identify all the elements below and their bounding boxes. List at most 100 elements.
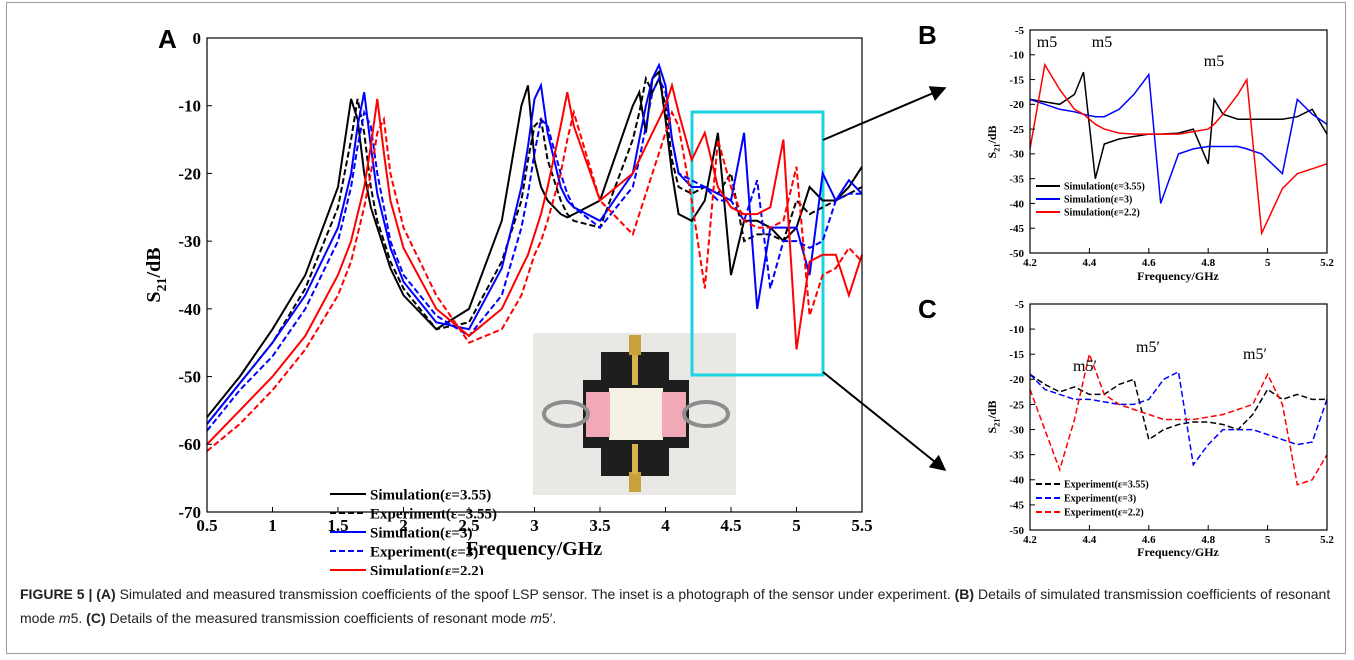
caption-text: Details of the measured transmission coe… [105, 610, 531, 626]
legend-label: Simulation(ε=3) [370, 525, 472, 541]
x-tick-label: 5 [1265, 257, 1271, 269]
series-line [1029, 71, 1328, 179]
x-tick-label: 4.8 [1201, 534, 1215, 546]
x-tick-label: 1 [268, 516, 277, 535]
x-tick-label: 4.4 [1083, 534, 1097, 546]
x-tick-label: 4 [661, 516, 670, 535]
y-tick-label: -50 [1009, 248, 1024, 260]
chart: 0.5 1 1.5 2 2.5 3 3.5 4 4.5 5 5.5-70-60-50-40-30-2… [143, 20, 1334, 575]
legend-label: Simulation(ε=2.2) [1064, 208, 1140, 219]
plot-frame [1029, 29, 1328, 254]
caption-text: m [58, 610, 71, 626]
x-tick-label: 5 [1265, 534, 1271, 546]
x-tick-label: 5.5 [851, 516, 872, 535]
legend-label: Experiment(ε=3.55) [1064, 480, 1149, 491]
y-tick-label: -15 [1009, 349, 1024, 361]
y-tick-label: -45 [1009, 223, 1024, 235]
y-axis-label: S21/dB [143, 247, 170, 302]
y-tick-label: -20 [1009, 99, 1024, 111]
y-tick-label: -25 [1009, 399, 1024, 411]
annotation: m5 [1204, 53, 1224, 70]
legend-label: Simulation(ε=3.55) [370, 487, 491, 503]
x-tick-label: 4.6 [1142, 534, 1156, 546]
inset-photo [533, 333, 736, 495]
y-axis-label: S21/dB [985, 125, 1002, 158]
y-tick-label: -40 [1009, 475, 1024, 487]
x-tick-label: 5.2 [1320, 534, 1334, 546]
caption-text: Simulated and measured transmission coef… [115, 586, 955, 602]
y-axis-label: S21/dB [985, 400, 1002, 433]
series-line [206, 108, 863, 452]
figure-frame [6, 2, 1346, 654]
legend-label: Simulation(ε=2.2) [370, 563, 484, 575]
x-tick-label: 0.5 [196, 516, 217, 535]
y-tick-label: -40 [1009, 198, 1024, 210]
y-axis-label-part: /dB [143, 247, 165, 278]
y-tick-label: -70 [178, 503, 201, 522]
annotation: m5 [1092, 34, 1112, 51]
series-line [206, 76, 862, 432]
legend-label: Simulation(ε=3.55) [1064, 182, 1145, 193]
y-axis-label-part: S [143, 291, 165, 302]
y-tick-label: -30 [1009, 149, 1024, 161]
panel-label: C [918, 294, 937, 324]
x-tick-label: 5.2 [1320, 257, 1334, 269]
y-axis-label-part: 21 [155, 277, 170, 291]
caption-text: 5. [70, 610, 87, 626]
y-tick-label: -5 [1015, 299, 1025, 311]
caption-text: (C) [86, 610, 106, 626]
x-tick-label: 1.5 [327, 516, 348, 535]
y-tick-label: -35 [1009, 450, 1024, 462]
x-tick-label: 2.5 [458, 516, 479, 535]
series-line [1029, 351, 1328, 486]
annotation: m5′ [1243, 346, 1267, 363]
legend-label: Experiment(ε=2.2) [1064, 508, 1144, 519]
x-tick-label: 4.2 [1023, 257, 1037, 269]
x-tick-label: 3.5 [589, 516, 610, 535]
y-tick-label: -35 [1009, 174, 1024, 186]
y-tick-label: -10 [1009, 50, 1024, 62]
annotation: m5′ [1136, 339, 1160, 356]
x-tick-label: 4.4 [1083, 257, 1097, 269]
x-axis-label: Frequency/GHz [1137, 545, 1219, 559]
caption: FIGURE 5 | (A) Simulated and measured tr… [20, 582, 1335, 630]
y-tick-label: -15 [1009, 74, 1024, 86]
panel-label: A [158, 24, 177, 54]
y-axis-label-part: 21 [993, 418, 1002, 426]
y-axis-label-part: S [985, 427, 999, 434]
arrow [822, 371, 947, 472]
y-tick-label: -40 [178, 300, 201, 319]
legend-label: Experiment(ε=3) [1064, 494, 1136, 505]
x-tick-label: 4.8 [1201, 257, 1215, 269]
caption-text: Details of simulated transmission coeffi… [20, 586, 1335, 626]
y-tick-label: -30 [1009, 424, 1024, 436]
caption-text: (B) [954, 586, 975, 602]
zoom-box [690, 110, 825, 377]
y-axis-label-part: 21 [993, 143, 1002, 151]
series-line [206, 81, 863, 445]
y-axis-label-part: S [985, 152, 999, 159]
legend-label: Experiment(ε=3) [370, 544, 478, 560]
y-axis-label-part: /dB [985, 125, 999, 144]
plot-frame [1029, 303, 1328, 531]
y-tick-label: -10 [1009, 324, 1024, 336]
series-line [1029, 373, 1327, 441]
x-tick-label: 5 [792, 516, 801, 535]
x-tick-label: 3 [530, 516, 539, 535]
annotation: m5′ [1073, 358, 1097, 375]
x-tick-label: 4.6 [1142, 257, 1156, 269]
legend-label: Simulation(ε=3) [1064, 195, 1132, 206]
x-tick-label: 2 [399, 516, 408, 535]
series-line [206, 75, 863, 425]
y-tick-label: -50 [1009, 525, 1024, 537]
panel-label: B [918, 20, 937, 50]
y-tick-label: -20 [1009, 374, 1024, 386]
y-tick-label: -25 [1009, 124, 1024, 136]
legend-label: Experiment(ε=3.55) [370, 506, 497, 522]
caption-text: 5′. [541, 610, 557, 626]
x-tick-label: 4.2 [1023, 534, 1037, 546]
x-axis-label: Frequency/GHz [466, 538, 602, 560]
x-axis-label: Frequency/GHz [1137, 269, 1219, 283]
arrow [822, 86, 947, 141]
